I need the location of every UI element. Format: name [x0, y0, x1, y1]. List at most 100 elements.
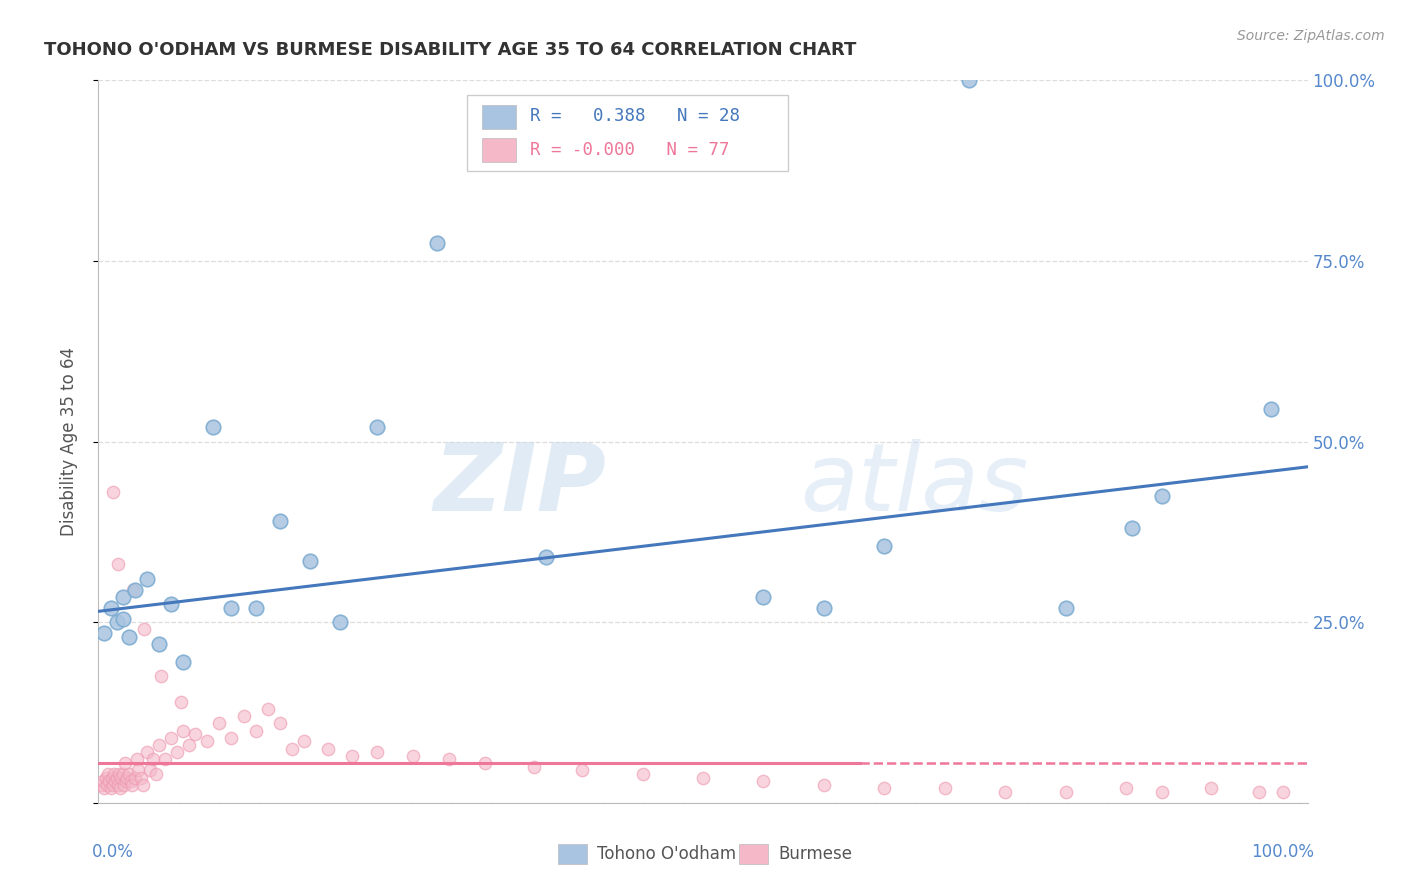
Point	[135, 745, 157, 759]
Text: Source: ZipAtlas.com: Source: ZipAtlas.com	[1237, 29, 1385, 43]
Point	[111, 590, 134, 604]
Point	[169, 695, 191, 709]
Point	[114, 756, 136, 770]
Point	[692, 771, 714, 785]
Point	[342, 748, 364, 763]
FancyBboxPatch shape	[482, 138, 516, 162]
Point	[292, 734, 315, 748]
Point	[118, 630, 141, 644]
Point	[100, 781, 122, 796]
Point	[111, 767, 134, 781]
Point	[124, 771, 146, 785]
Point	[139, 764, 162, 778]
Point	[117, 771, 139, 785]
Point	[957, 73, 980, 87]
Text: R =   0.388   N = 28: R = 0.388 N = 28	[530, 107, 740, 126]
Point	[91, 778, 114, 792]
Text: 0.0%: 0.0%	[93, 843, 134, 861]
Point	[184, 727, 207, 741]
Point	[98, 774, 121, 789]
Point	[1121, 521, 1143, 535]
Point	[101, 485, 124, 500]
Point	[100, 600, 122, 615]
Point	[269, 716, 291, 731]
Point	[121, 778, 143, 792]
Point	[110, 771, 132, 785]
FancyBboxPatch shape	[740, 844, 768, 864]
Point	[1054, 600, 1077, 615]
Point	[172, 723, 194, 738]
Text: R = -0.000   N = 77: R = -0.000 N = 77	[530, 141, 730, 159]
Point	[752, 774, 775, 789]
Point	[329, 615, 352, 630]
Point	[105, 615, 128, 630]
Point	[105, 771, 128, 785]
Point	[474, 756, 496, 770]
Point	[160, 597, 183, 611]
Point	[1054, 785, 1077, 799]
Point	[135, 572, 157, 586]
Point	[108, 767, 131, 781]
Text: ZIP: ZIP	[433, 439, 606, 531]
Point	[103, 767, 125, 781]
Point	[101, 778, 124, 792]
Point	[752, 590, 775, 604]
Point	[124, 582, 146, 597]
Point	[232, 709, 254, 723]
Point	[118, 767, 141, 781]
Point	[813, 778, 835, 792]
Point	[221, 731, 243, 745]
Point	[108, 781, 131, 796]
Point	[93, 781, 115, 796]
Point	[256, 702, 278, 716]
Point	[1199, 781, 1222, 796]
FancyBboxPatch shape	[482, 105, 516, 128]
Point	[132, 778, 155, 792]
Point	[122, 582, 145, 597]
Point	[221, 600, 243, 615]
Point	[93, 626, 115, 640]
Point	[142, 752, 165, 766]
Point	[1152, 785, 1174, 799]
Point	[153, 752, 176, 766]
Point	[202, 420, 225, 434]
Point	[145, 767, 167, 781]
Text: Tohono O'odham: Tohono O'odham	[596, 845, 735, 863]
Point	[172, 655, 194, 669]
Point	[631, 767, 654, 781]
Text: Burmese: Burmese	[778, 845, 852, 863]
Point	[1249, 785, 1271, 799]
Point	[104, 774, 127, 789]
Point	[1115, 781, 1137, 796]
Point	[166, 745, 188, 759]
FancyBboxPatch shape	[467, 95, 787, 170]
Point	[402, 748, 425, 763]
Point	[437, 752, 460, 766]
Point	[150, 669, 173, 683]
Point	[299, 554, 322, 568]
Point	[269, 514, 291, 528]
Point	[112, 778, 135, 792]
Point	[1152, 489, 1174, 503]
Point	[366, 745, 388, 759]
Text: 100.0%: 100.0%	[1250, 843, 1313, 861]
Point	[115, 774, 138, 789]
Point	[127, 752, 149, 766]
Point	[91, 774, 114, 789]
Point	[245, 600, 267, 615]
Point	[366, 420, 388, 434]
Y-axis label: Disability Age 35 to 64: Disability Age 35 to 64	[59, 347, 77, 536]
Point	[571, 764, 593, 778]
Point	[281, 741, 304, 756]
Point	[534, 550, 557, 565]
Point	[96, 778, 118, 792]
Point	[120, 774, 142, 789]
Text: TOHONO O'ODHAM VS BURMESE DISABILITY AGE 35 TO 64 CORRELATION CHART: TOHONO O'ODHAM VS BURMESE DISABILITY AGE…	[44, 41, 856, 59]
FancyBboxPatch shape	[558, 844, 586, 864]
Point	[1272, 785, 1295, 799]
Point	[934, 781, 956, 796]
Point	[97, 767, 120, 781]
Point	[160, 731, 183, 745]
Point	[523, 760, 546, 774]
Point	[129, 771, 152, 785]
